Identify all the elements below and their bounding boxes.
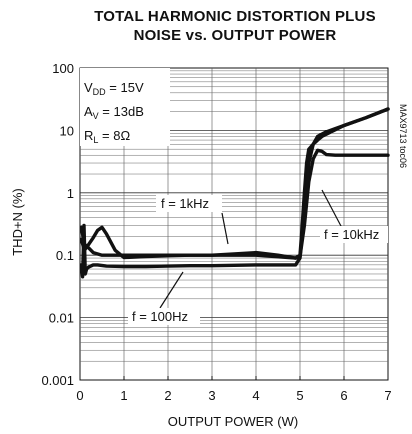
condition-rl: RL = 8Ω: [84, 128, 130, 145]
part-number-label: MAX9713 toc06: [398, 104, 408, 168]
x-axis-label: OUTPUT POWER (W): [168, 414, 298, 429]
x-tick-label: 1: [120, 388, 127, 403]
x-tick-label: 5: [296, 388, 303, 403]
x-tick-label: 7: [384, 388, 391, 403]
annotation-bg-1khz: [156, 195, 222, 212]
y-tick-label: 100: [52, 61, 74, 76]
y-tick-label: 0.1: [56, 248, 74, 263]
x-tick-label: 4: [252, 388, 259, 403]
conditions-box: VDD = 15V AV = 13dB RL = 8Ω: [80, 68, 170, 146]
y-tick-label: 10: [60, 123, 74, 138]
y-tick-label: 0.01: [49, 311, 74, 326]
annotation-10khz: f = 10kHz: [324, 227, 379, 242]
chart-title-line-2: NOISE vs. OUTPUT POWER: [133, 27, 337, 44]
x-tick-label: 2: [164, 388, 171, 403]
x-tick-label: 0: [76, 388, 83, 403]
y-axis-label: THD+N (%): [10, 188, 25, 256]
y-tick-label: 0.001: [41, 373, 74, 388]
condition-av: AV = 13dB: [84, 104, 144, 121]
condition-vdd: VDD = 15V: [84, 80, 144, 97]
series-line: [79, 107, 390, 279]
plot-area: [79, 67, 389, 381]
x-tick-label: 3: [208, 388, 215, 403]
x-tick-label: 6: [340, 388, 347, 403]
series-layer: [79, 107, 390, 279]
annotation-1khz: f = 1kHz: [161, 196, 209, 211]
chart-title-line-1: TOTAL HARMONIC DISTORTION PLUS: [94, 8, 376, 25]
annotation-bg-10khz: [320, 226, 388, 243]
y-tick-label: 1: [67, 186, 74, 201]
axis-ticks: 0 1 2 3 4 5 6 7 0.001 0.01 0.1 1 10 100: [41, 61, 391, 403]
annotations: f = 1kHz f = 10kHz f = 100Hz: [128, 189, 388, 325]
annotation-arrow-10khz: [321, 189, 343, 229]
annotation-arrow-1khz: [221, 212, 229, 245]
annotation-arrow-100hz: [159, 271, 184, 309]
annotation-bg-100hz: [128, 308, 200, 325]
annotation-100hz: f = 100Hz: [132, 309, 188, 324]
